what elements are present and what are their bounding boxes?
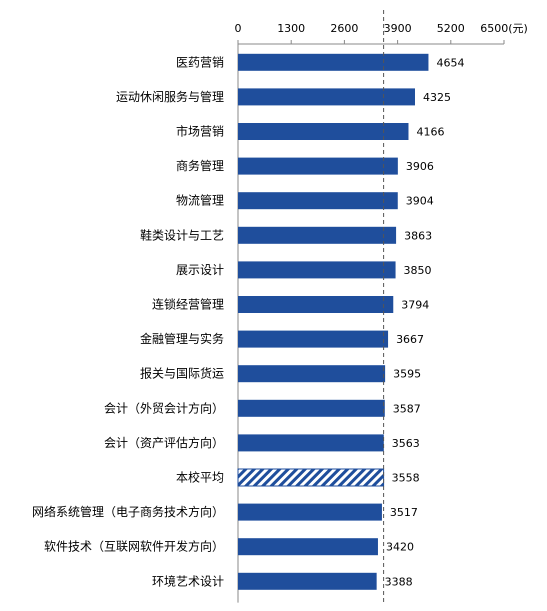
bars: 医药营销 4654 运动休闲服务与管理 4325 市场营销 4166 商务管理 3906 物流管… [32,53,464,590]
category-label: 金融管理与实务 [140,331,224,346]
value-label: 3388 [385,575,413,588]
value-label: 3906 [406,160,434,173]
category-label: 本校平均 [176,470,224,485]
bar-average [237,468,385,487]
category-label: 医药营销 [176,55,224,69]
bar [238,503,382,521]
x-tick-label: 1300 [277,22,305,35]
value-label: 3667 [396,333,424,346]
x-tick-label: 0 [235,22,242,35]
x-tick-label: 6500(元) [480,22,528,35]
bar [238,123,409,140]
value-label: 3558 [392,472,420,485]
value-label: 3794 [401,299,429,312]
category-label: 软件技术（互联网软件开发方向） [44,539,224,554]
x-tick-label: 5200 [437,22,465,35]
x-tick-label: 2600 [330,22,358,35]
value-label: 3863 [404,229,432,242]
value-label: 3563 [392,437,420,450]
bar [238,296,394,313]
category-label: 商务管理 [176,158,224,173]
value-label: 3517 [390,506,418,519]
category-label: 报关与国际货运 [140,366,224,381]
bar [238,538,378,556]
x-tick-label: 3900 [384,22,412,35]
bar [238,399,385,417]
bar [238,434,384,452]
category-label: 运动休闲服务与管理 [116,89,224,104]
value-label: 3595 [393,368,421,381]
bar [238,572,377,590]
value-label: 3850 [404,264,432,277]
category-label: 物流管理 [176,193,224,208]
value-label: 3904 [406,195,434,208]
value-label: 3587 [393,402,421,415]
bar [238,365,386,383]
value-label: 4325 [423,91,451,104]
category-label: 鞋类设计与工艺 [140,227,224,242]
bar [238,53,429,71]
bar [238,192,398,210]
category-label: 会计（资产评估方向） [104,435,224,450]
bar [238,261,396,279]
category-label: 网络系统管理（电子商务技术方向） [32,504,224,519]
bar [238,330,389,348]
category-label: 连锁经营管理 [152,297,224,312]
value-label: 3420 [386,541,414,554]
value-label: 4654 [436,56,464,69]
bar [238,157,398,175]
category-label: 展示设计 [176,263,224,277]
value-label: 4166 [416,126,444,139]
bar [238,226,397,244]
bar [238,88,415,106]
category-label: 市场营销 [176,124,224,139]
category-label: 环境艺术设计 [152,573,224,588]
category-label: 会计（外贸会计方向） [104,400,224,415]
